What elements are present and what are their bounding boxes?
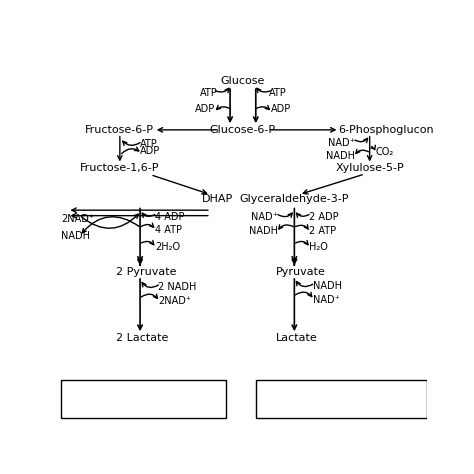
Text: NADH: NADH [249, 227, 278, 237]
Text: H₂O: H₂O [309, 242, 328, 252]
FancyBboxPatch shape [61, 380, 227, 418]
Text: NADH: NADH [326, 151, 355, 161]
FancyBboxPatch shape [256, 380, 427, 418]
Text: 2 Pyruvate: 2 Pyruvate [116, 267, 177, 277]
Text: ATP: ATP [140, 139, 158, 149]
Text: 4 ATP: 4 ATP [155, 225, 182, 235]
Text: Pyruvate: Pyruvate [276, 267, 326, 277]
Text: Glucose-6-P: Glucose-6-P [210, 125, 276, 135]
Text: 2 ATP: 2 ATP [309, 227, 336, 237]
Text: Fructose-1,6-P: Fructose-1,6-P [80, 163, 160, 173]
Text: DHAP: DHAP [201, 194, 233, 204]
Text: Xylulose-5-P: Xylulose-5-P [335, 163, 404, 173]
Text: ATP: ATP [269, 88, 286, 98]
Text: 2NAD⁺: 2NAD⁺ [61, 214, 94, 224]
Text: ADP: ADP [195, 104, 215, 114]
Text: 2 Lactate: 2 Lactate [116, 333, 169, 343]
Text: 6-Phosphoglucon: 6-Phosphoglucon [338, 125, 434, 135]
Text: CO₂: CO₂ [375, 147, 393, 157]
Text: Fructose-6-P: Fructose-6-P [85, 125, 155, 135]
Text: NADH: NADH [61, 231, 90, 241]
Text: NAD⁺: NAD⁺ [313, 295, 339, 305]
Text: 2 NADH: 2 NADH [158, 282, 197, 292]
Text: 2NAD⁺: 2NAD⁺ [158, 296, 191, 306]
Text: NAD⁺: NAD⁺ [251, 212, 278, 222]
Text: ADP: ADP [271, 104, 291, 114]
Text: ATP: ATP [200, 88, 217, 98]
Text: ADP: ADP [140, 146, 160, 155]
Text: NADH: NADH [313, 281, 342, 291]
Text: (EMP pathway): (EMP pathway) [107, 399, 181, 409]
Text: (EMP and PKP pathw...: (EMP and PKP pathw... [286, 399, 395, 409]
Text: Heterofermentative met...: Heterofermentative met... [276, 387, 404, 397]
Text: NAD⁺: NAD⁺ [328, 137, 355, 147]
Text: Glucose: Glucose [221, 76, 265, 86]
Text: Lactate: Lactate [276, 333, 318, 343]
Text: 4 ADP: 4 ADP [155, 212, 184, 222]
Text: 2 ADP: 2 ADP [309, 212, 338, 222]
Text: 2H₂O: 2H₂O [155, 242, 180, 252]
Text: Homofermentative metabolism: Homofermentative metabolism [67, 387, 220, 397]
Text: Glyceraldehyde-3-P: Glyceraldehyde-3-P [239, 194, 349, 204]
